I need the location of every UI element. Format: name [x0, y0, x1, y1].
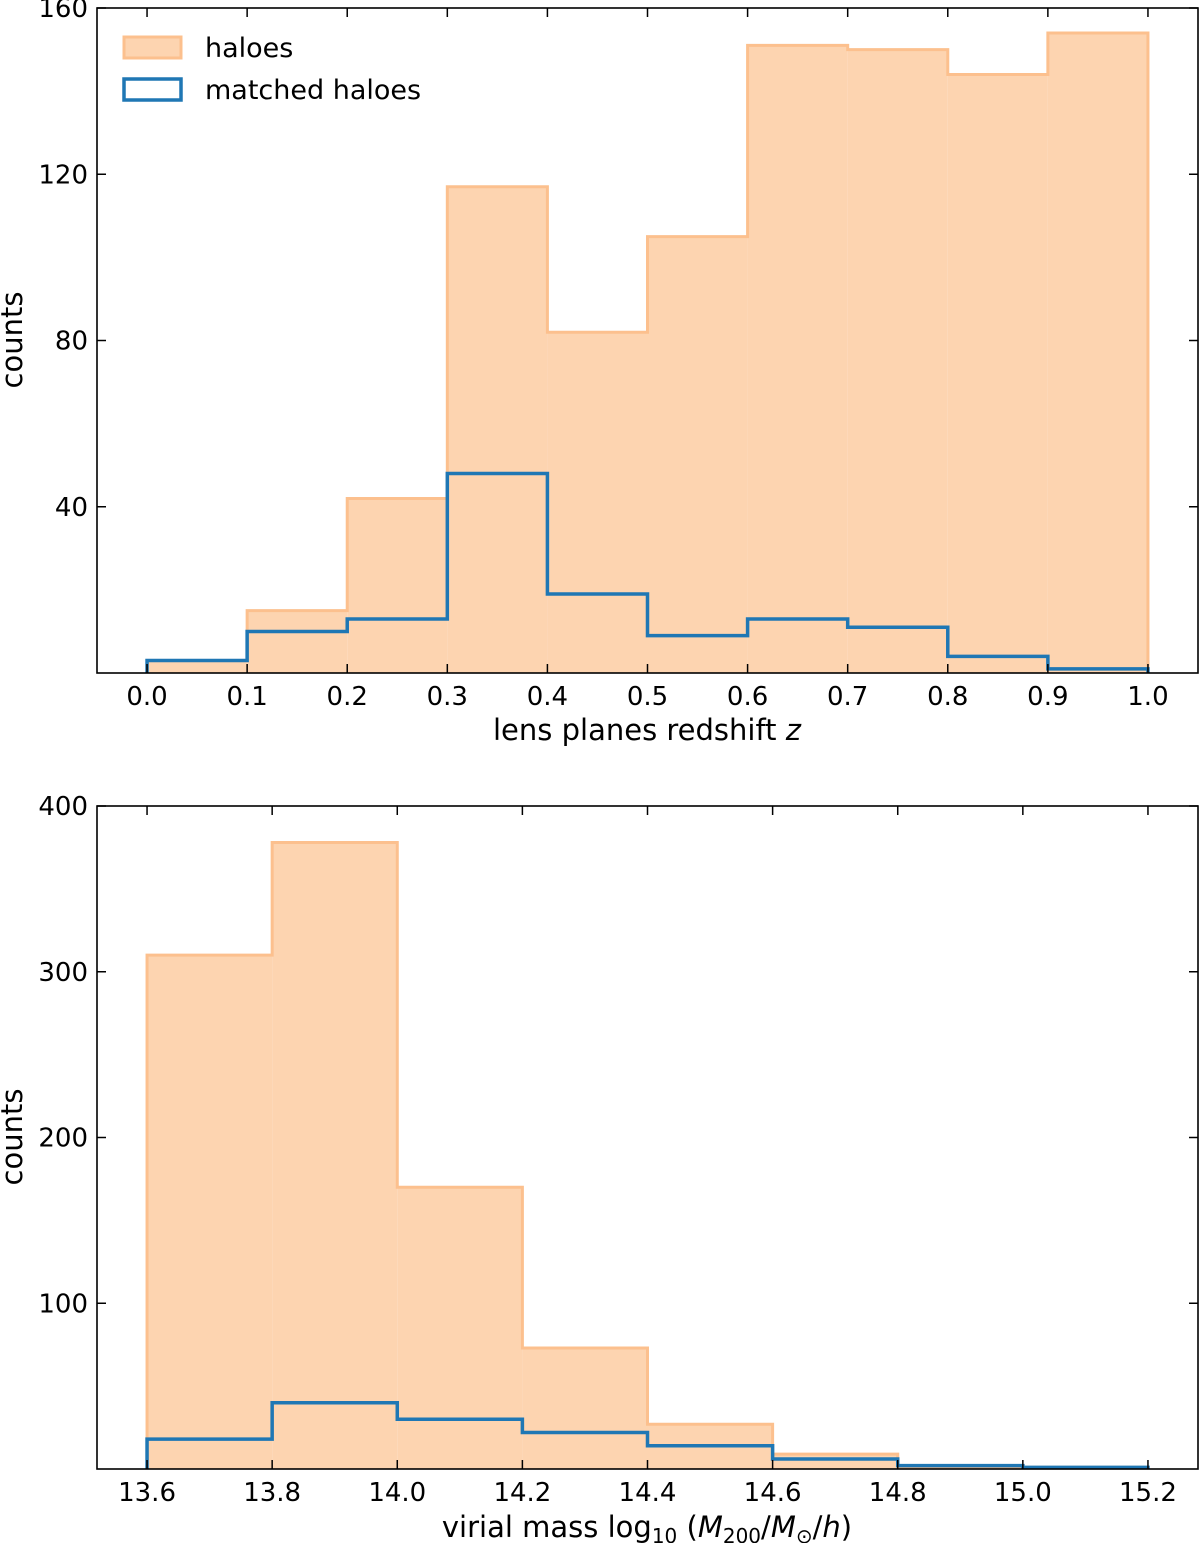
haloes-bar — [772, 1454, 898, 1469]
legend: haloes matched haloes — [122, 33, 421, 106]
axis-ticks: 0.0 0.1 0.2 0.3 0.4 0.5 0.6 0.7 0.8 0.9 1.0 40 80 120… — [38, 0, 1198, 712]
legend-swatch-matched-haloes — [122, 77, 183, 102]
haloes-bar — [947, 74, 1048, 673]
y-tick-label: 160 — [38, 0, 88, 24]
x-tick-label: 0.8 — [927, 682, 968, 712]
x-tick-label: 0.4 — [527, 682, 568, 712]
x-tick-label: 0.3 — [427, 682, 468, 712]
y-axis-label: counts — [0, 1089, 29, 1186]
redshift-histogram-panel: 0.0 0.1 0.2 0.3 0.4 0.5 0.6 0.7 0.8 0.9 1.0 40 80 120… — [0, 0, 1199, 747]
y-tick-label: 80 — [55, 327, 88, 357]
y-axis-label: counts — [0, 292, 29, 389]
y-tick-label: 300 — [38, 958, 88, 988]
haloes-bar — [247, 610, 348, 673]
legend-label-haloes: haloes — [205, 33, 293, 64]
x-tick-label: 14.8 — [869, 1478, 927, 1508]
haloes-bar — [397, 1187, 523, 1469]
haloes-bar — [522, 1348, 648, 1469]
x-tick-label: 0.2 — [327, 682, 368, 712]
y-tick-label: 100 — [38, 1289, 88, 1319]
x-axis-label: virial mass log10 (M200/M⊙/h) — [442, 1510, 852, 1543]
x-tick-label: 15.2 — [1119, 1478, 1177, 1508]
haloes-bars — [147, 842, 1148, 1469]
x-tick-label: 0.5 — [627, 682, 668, 712]
haloes-bar — [1047, 32, 1148, 673]
haloes-bar — [147, 660, 248, 673]
legend-label-matched-haloes: matched haloes — [205, 75, 421, 106]
haloes-bar — [447, 186, 548, 673]
haloes-bar — [647, 236, 748, 673]
x-tick-label: 13.6 — [118, 1478, 176, 1508]
matched-haloes-step-line — [145, 471, 1150, 673]
x-tick-label: 14.0 — [368, 1478, 426, 1508]
x-tick-label: 15.0 — [994, 1478, 1052, 1508]
haloes-bar — [272, 842, 398, 1469]
haloes-outline — [145, 31, 1150, 673]
x-tick-label: 0.7 — [827, 682, 868, 712]
y-tick-label: 400 — [38, 792, 88, 822]
x-tick-label: 1.0 — [1127, 682, 1168, 712]
x-tick-label: 14.2 — [493, 1478, 551, 1508]
haloes-bar — [547, 332, 648, 673]
x-tick-label: 0.6 — [727, 682, 768, 712]
x-tick-label: 13.8 — [243, 1478, 301, 1508]
x-tick-label: 0.0 — [126, 682, 167, 712]
x-axis-label: lens planes redshift z — [493, 713, 802, 747]
x-tick-label: 14.6 — [744, 1478, 802, 1508]
y-tick-label: 120 — [38, 160, 88, 190]
haloes-bars — [147, 32, 1148, 673]
histogram-marks — [145, 31, 1150, 673]
x-tick-label: 0.9 — [1027, 682, 1068, 712]
x-tick-label: 0.1 — [226, 682, 267, 712]
virial-mass-histogram-panel: 13.6 13.8 14.0 14.2 14.4 14.6 14.8 15.0 15.2 100 2… — [0, 792, 1199, 1543]
y-tick-label: 200 — [38, 1124, 88, 1154]
x-tick-label: 14.4 — [619, 1478, 677, 1508]
axis-ticks: 13.6 13.8 14.0 14.2 14.4 14.6 14.8 15.0 15.2 100 2… — [38, 792, 1198, 1508]
haloes-bar — [147, 955, 273, 1469]
legend-swatch-haloes — [122, 35, 183, 60]
y-tick-label: 40 — [55, 493, 88, 523]
haloes-bar — [347, 498, 448, 673]
haloes-bar — [847, 49, 948, 673]
haloes-bar — [747, 45, 848, 673]
